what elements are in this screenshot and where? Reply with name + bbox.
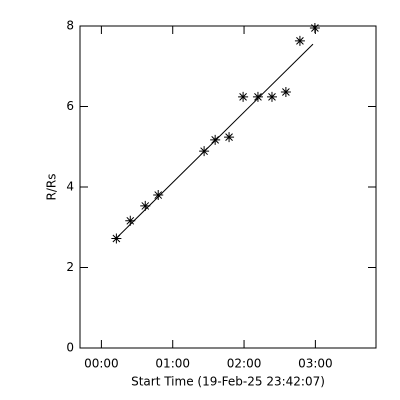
y-axis-label: R/Rs xyxy=(45,174,59,201)
x-tick-label: 03:00 xyxy=(298,357,333,371)
fit-line xyxy=(116,43,314,239)
marker xyxy=(280,87,291,98)
x-tick-label: 01:00 xyxy=(155,357,190,371)
marker xyxy=(140,200,151,211)
marker xyxy=(125,215,136,226)
marker xyxy=(238,91,249,102)
y-tick-label: 0 xyxy=(66,341,74,355)
marker xyxy=(153,190,164,201)
plot-frame xyxy=(79,25,377,349)
x-axis-label: Start Time (19-Feb-25 23:42:07) xyxy=(131,375,325,389)
y-tick-label: 8 xyxy=(66,19,74,33)
marker xyxy=(111,233,122,244)
marker xyxy=(266,91,277,102)
y-tick-label: 4 xyxy=(66,180,74,194)
x-tick-label: 00:00 xyxy=(84,357,119,371)
y-tick-label: 2 xyxy=(66,260,74,274)
y-tick-label: 6 xyxy=(66,99,74,113)
marker xyxy=(252,91,263,102)
marker xyxy=(210,134,221,145)
marker xyxy=(294,35,305,46)
x-tick-label: 02:00 xyxy=(227,357,262,371)
marker xyxy=(224,132,235,143)
marker xyxy=(309,23,320,34)
